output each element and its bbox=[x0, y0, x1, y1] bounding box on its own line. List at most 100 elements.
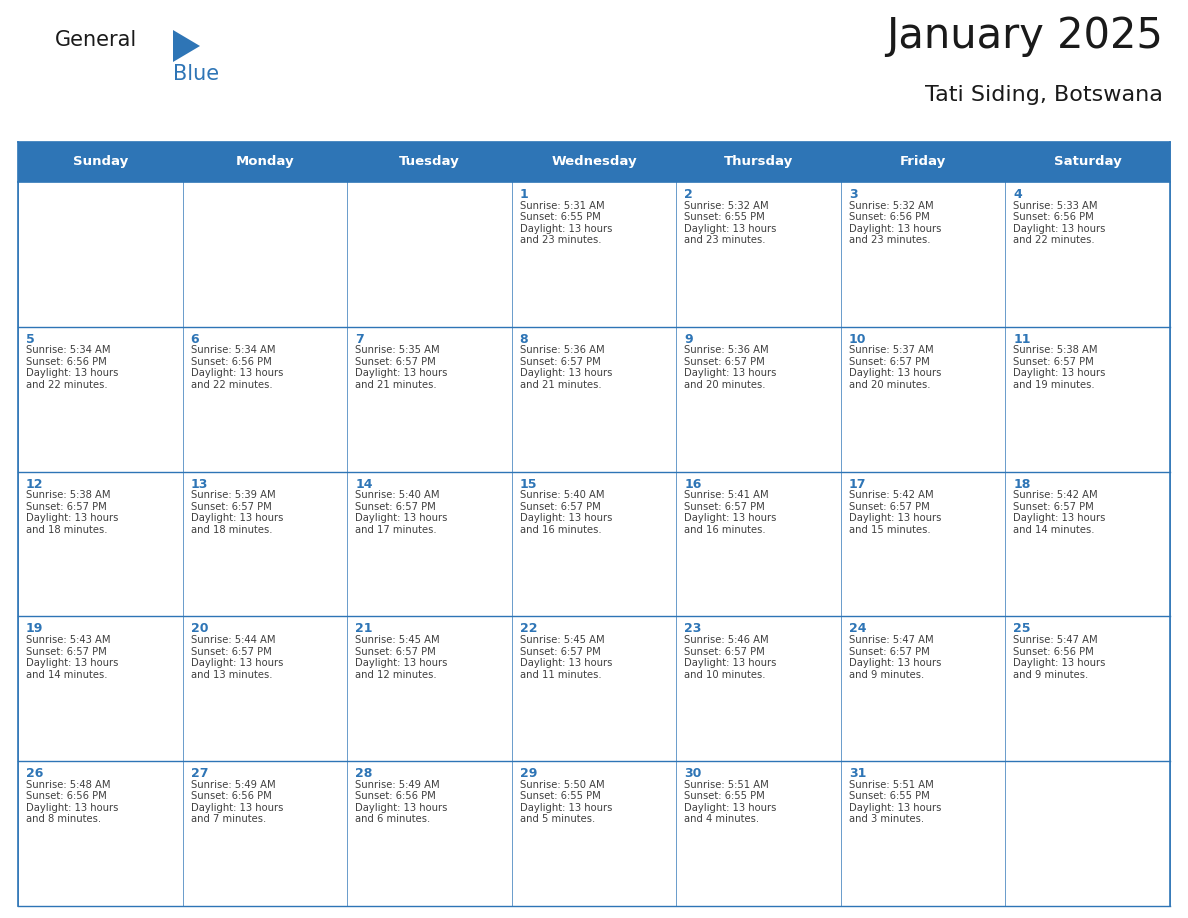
Text: Daylight: 13 hours: Daylight: 13 hours bbox=[849, 658, 941, 668]
Text: Daylight: 13 hours: Daylight: 13 hours bbox=[519, 224, 612, 234]
Text: 25: 25 bbox=[1013, 622, 1031, 635]
Text: Sunset: 6:57 PM: Sunset: 6:57 PM bbox=[355, 502, 436, 511]
Text: Sunset: 6:55 PM: Sunset: 6:55 PM bbox=[684, 791, 765, 801]
Text: Sunrise: 5:50 AM: Sunrise: 5:50 AM bbox=[519, 780, 605, 789]
Text: Daylight: 13 hours: Daylight: 13 hours bbox=[519, 803, 612, 812]
Text: Sunset: 6:57 PM: Sunset: 6:57 PM bbox=[26, 502, 107, 511]
Text: Daylight: 13 hours: Daylight: 13 hours bbox=[1013, 224, 1106, 234]
Text: 1: 1 bbox=[519, 188, 529, 201]
Text: Daylight: 13 hours: Daylight: 13 hours bbox=[849, 803, 941, 812]
Text: Sunset: 6:56 PM: Sunset: 6:56 PM bbox=[1013, 212, 1094, 222]
Text: Daylight: 13 hours: Daylight: 13 hours bbox=[684, 658, 777, 668]
Text: Daylight: 13 hours: Daylight: 13 hours bbox=[684, 803, 777, 812]
Text: and 16 minutes.: and 16 minutes. bbox=[684, 525, 766, 535]
Text: Sunrise: 5:51 AM: Sunrise: 5:51 AM bbox=[849, 780, 934, 789]
Text: Sunrise: 5:38 AM: Sunrise: 5:38 AM bbox=[1013, 345, 1098, 355]
Bar bbox=[183, 472, 347, 616]
Text: 15: 15 bbox=[519, 477, 537, 490]
Text: Sunset: 6:55 PM: Sunset: 6:55 PM bbox=[519, 212, 600, 222]
Text: Sunset: 6:57 PM: Sunset: 6:57 PM bbox=[190, 502, 271, 511]
Bar bbox=[347, 761, 512, 906]
Text: Sunrise: 5:37 AM: Sunrise: 5:37 AM bbox=[849, 345, 934, 355]
Bar bbox=[512, 182, 676, 327]
Text: Sunrise: 5:38 AM: Sunrise: 5:38 AM bbox=[26, 490, 110, 500]
Text: and 20 minutes.: and 20 minutes. bbox=[849, 380, 930, 390]
Bar bbox=[347, 182, 512, 327]
Bar bbox=[18, 142, 183, 182]
Text: Daylight: 13 hours: Daylight: 13 hours bbox=[684, 513, 777, 523]
Text: 12: 12 bbox=[26, 477, 44, 490]
Text: Sunrise: 5:45 AM: Sunrise: 5:45 AM bbox=[355, 635, 440, 645]
Text: and 18 minutes.: and 18 minutes. bbox=[26, 525, 107, 535]
Text: 10: 10 bbox=[849, 333, 866, 346]
Bar bbox=[347, 616, 512, 761]
Text: Sunrise: 5:33 AM: Sunrise: 5:33 AM bbox=[1013, 201, 1098, 210]
Text: Thursday: Thursday bbox=[723, 155, 794, 169]
Bar bbox=[512, 616, 676, 761]
Text: Sunrise: 5:44 AM: Sunrise: 5:44 AM bbox=[190, 635, 276, 645]
Bar bbox=[183, 616, 347, 761]
Text: Daylight: 13 hours: Daylight: 13 hours bbox=[1013, 658, 1106, 668]
Text: and 7 minutes.: and 7 minutes. bbox=[190, 814, 266, 824]
Text: Daylight: 13 hours: Daylight: 13 hours bbox=[684, 224, 777, 234]
Bar bbox=[18, 616, 183, 761]
Text: Sunset: 6:57 PM: Sunset: 6:57 PM bbox=[355, 357, 436, 367]
Bar bbox=[18, 182, 183, 327]
Text: and 16 minutes.: and 16 minutes. bbox=[519, 525, 601, 535]
Bar bbox=[183, 142, 347, 182]
Text: Sunset: 6:57 PM: Sunset: 6:57 PM bbox=[519, 646, 600, 656]
Text: Sunrise: 5:43 AM: Sunrise: 5:43 AM bbox=[26, 635, 110, 645]
Text: 31: 31 bbox=[849, 767, 866, 780]
Text: Friday: Friday bbox=[901, 155, 947, 169]
Text: 3: 3 bbox=[849, 188, 858, 201]
Text: 18: 18 bbox=[1013, 477, 1031, 490]
Text: and 17 minutes.: and 17 minutes. bbox=[355, 525, 437, 535]
Bar bbox=[183, 327, 347, 472]
Text: Sunset: 6:55 PM: Sunset: 6:55 PM bbox=[519, 791, 600, 801]
Text: Daylight: 13 hours: Daylight: 13 hours bbox=[355, 513, 448, 523]
Bar bbox=[183, 761, 347, 906]
Text: Daylight: 13 hours: Daylight: 13 hours bbox=[190, 658, 283, 668]
Text: Daylight: 13 hours: Daylight: 13 hours bbox=[190, 513, 283, 523]
Bar bbox=[1005, 327, 1170, 472]
Text: 2: 2 bbox=[684, 188, 693, 201]
Text: and 4 minutes.: and 4 minutes. bbox=[684, 814, 759, 824]
Text: 5: 5 bbox=[26, 333, 34, 346]
Text: Sunrise: 5:40 AM: Sunrise: 5:40 AM bbox=[355, 490, 440, 500]
Text: Tati Siding, Botswana: Tati Siding, Botswana bbox=[925, 85, 1163, 105]
Text: General: General bbox=[55, 30, 138, 50]
Text: Sunrise: 5:34 AM: Sunrise: 5:34 AM bbox=[26, 345, 110, 355]
Text: Daylight: 13 hours: Daylight: 13 hours bbox=[849, 224, 941, 234]
Text: Sunrise: 5:51 AM: Sunrise: 5:51 AM bbox=[684, 780, 769, 789]
Text: 7: 7 bbox=[355, 333, 364, 346]
Text: Sunset: 6:57 PM: Sunset: 6:57 PM bbox=[519, 357, 600, 367]
Text: and 22 minutes.: and 22 minutes. bbox=[1013, 235, 1095, 245]
Text: and 23 minutes.: and 23 minutes. bbox=[684, 235, 766, 245]
Text: Sunrise: 5:45 AM: Sunrise: 5:45 AM bbox=[519, 635, 605, 645]
Text: and 23 minutes.: and 23 minutes. bbox=[849, 235, 930, 245]
Text: 29: 29 bbox=[519, 767, 537, 780]
Text: and 15 minutes.: and 15 minutes. bbox=[849, 525, 930, 535]
Text: Sunset: 6:57 PM: Sunset: 6:57 PM bbox=[849, 357, 929, 367]
Text: Sunrise: 5:49 AM: Sunrise: 5:49 AM bbox=[190, 780, 276, 789]
Text: 22: 22 bbox=[519, 622, 537, 635]
Text: Sunrise: 5:48 AM: Sunrise: 5:48 AM bbox=[26, 780, 110, 789]
Text: Sunset: 6:56 PM: Sunset: 6:56 PM bbox=[355, 791, 436, 801]
Bar bbox=[676, 616, 841, 761]
Text: Sunrise: 5:36 AM: Sunrise: 5:36 AM bbox=[519, 345, 605, 355]
Text: Sunrise: 5:39 AM: Sunrise: 5:39 AM bbox=[190, 490, 276, 500]
Text: Sunset: 6:56 PM: Sunset: 6:56 PM bbox=[190, 791, 271, 801]
Text: 28: 28 bbox=[355, 767, 373, 780]
Bar bbox=[676, 761, 841, 906]
Bar bbox=[512, 472, 676, 616]
Text: and 9 minutes.: and 9 minutes. bbox=[849, 669, 924, 679]
Text: 4: 4 bbox=[1013, 188, 1022, 201]
Bar bbox=[512, 327, 676, 472]
Text: Sunrise: 5:49 AM: Sunrise: 5:49 AM bbox=[355, 780, 440, 789]
Text: and 14 minutes.: and 14 minutes. bbox=[26, 669, 107, 679]
Text: Daylight: 13 hours: Daylight: 13 hours bbox=[684, 368, 777, 378]
Bar bbox=[676, 142, 841, 182]
Text: Daylight: 13 hours: Daylight: 13 hours bbox=[355, 368, 448, 378]
Bar bbox=[347, 142, 512, 182]
Text: Sunset: 6:56 PM: Sunset: 6:56 PM bbox=[849, 212, 929, 222]
